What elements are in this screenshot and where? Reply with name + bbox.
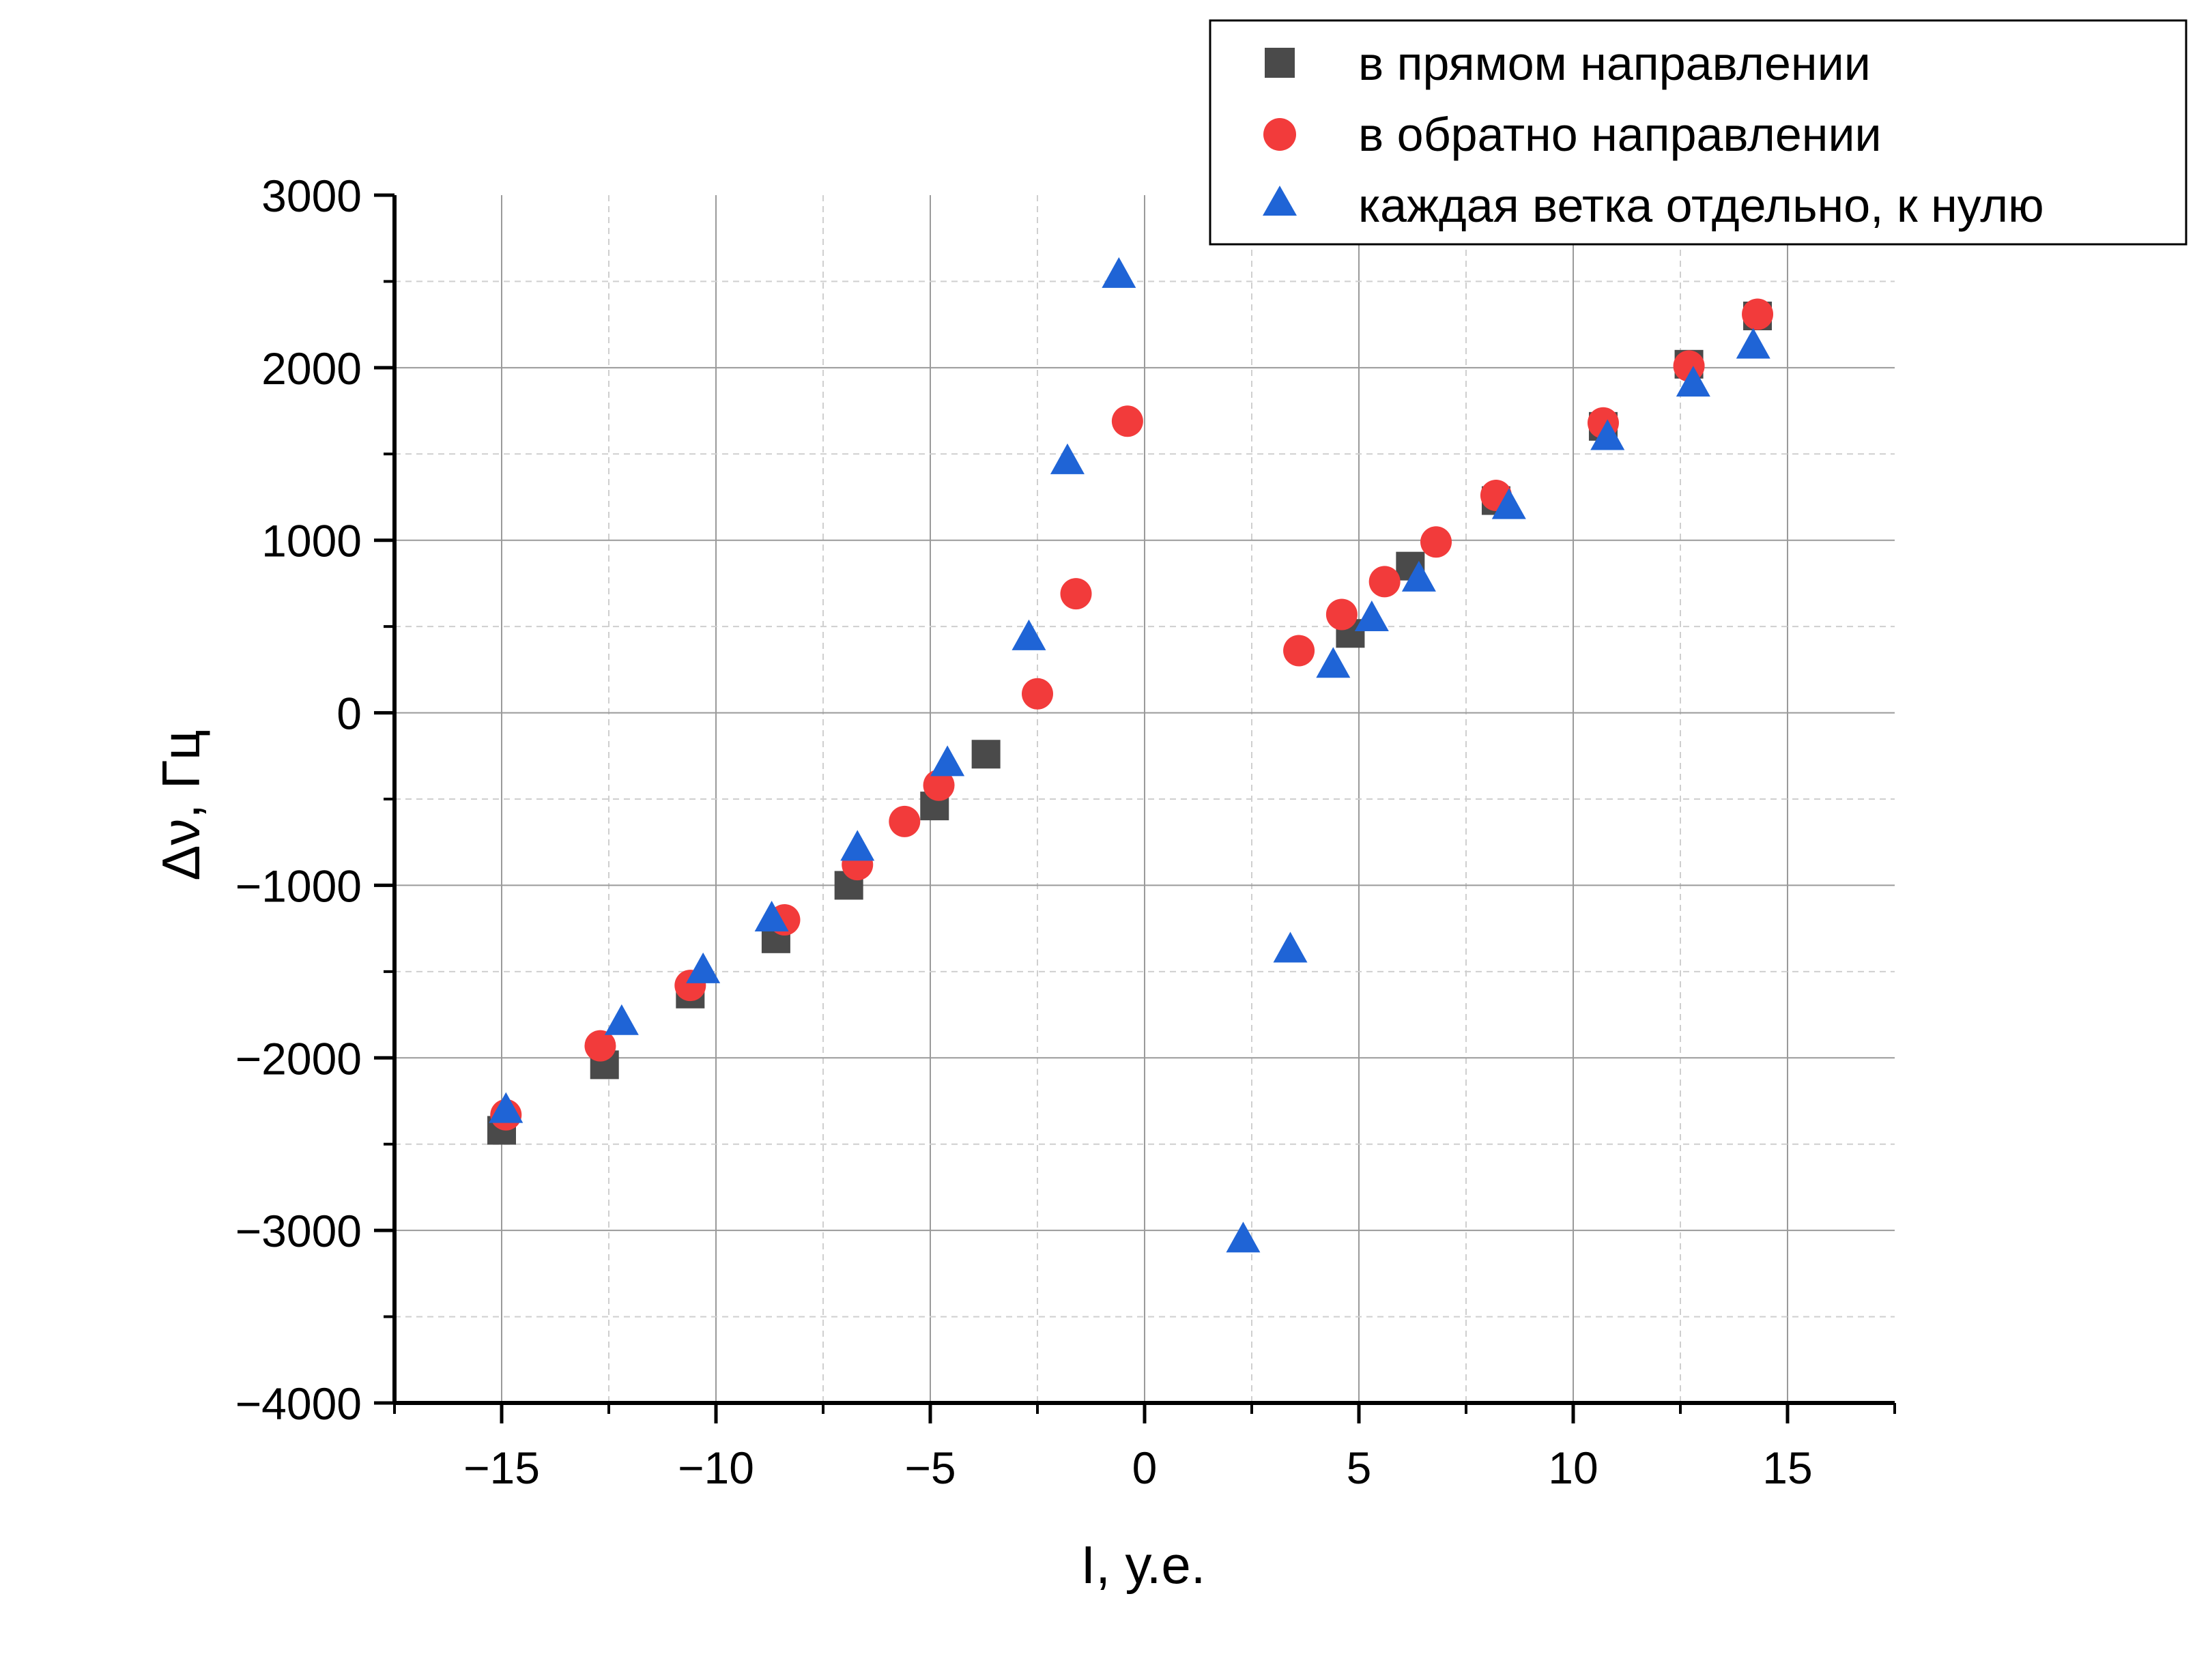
legend-box bbox=[1209, 19, 2187, 246]
y-tick-label: −1000 bbox=[235, 860, 362, 911]
y-tick-label: 1000 bbox=[261, 516, 362, 566]
point-circle bbox=[889, 805, 921, 837]
point-square bbox=[971, 740, 1001, 769]
point-circle bbox=[1060, 578, 1092, 610]
y-axis-title: Δν, Гц bbox=[151, 729, 211, 880]
point-triangle bbox=[1316, 647, 1351, 678]
point-triangle bbox=[1226, 1221, 1261, 1253]
legend-label-forward: в прямом направлении bbox=[1358, 37, 1871, 90]
x-tick-label: 5 bbox=[1347, 1443, 1372, 1493]
legend-label-backward: в обратно направлении bbox=[1358, 108, 1882, 161]
x-tick-label: −15 bbox=[463, 1443, 540, 1493]
point-circle bbox=[1283, 635, 1315, 667]
grid bbox=[394, 195, 1895, 1403]
legend-marker-triangle bbox=[1263, 186, 1297, 216]
point-triangle bbox=[1676, 366, 1710, 397]
point-triangle bbox=[1590, 419, 1625, 450]
point-triangle bbox=[754, 901, 789, 931]
y-tick-label: −4000 bbox=[235, 1378, 362, 1429]
legend-marker-circle bbox=[1263, 118, 1296, 151]
y-tick-label: −2000 bbox=[235, 1033, 362, 1084]
point-circle bbox=[584, 1030, 616, 1062]
point-triangle bbox=[1273, 931, 1308, 963]
point-triangle bbox=[1050, 443, 1085, 474]
x-tick-label: 0 bbox=[1132, 1443, 1158, 1493]
point-triangle bbox=[930, 745, 965, 777]
point-circle bbox=[1022, 678, 1053, 710]
x-tick-label: 15 bbox=[1762, 1443, 1812, 1493]
point-triangle bbox=[1401, 560, 1436, 592]
point-triangle bbox=[489, 1092, 523, 1123]
y-tick-label: −3000 bbox=[235, 1206, 362, 1256]
x-tick-labels: −15 −10 −5 0 5 10 15 bbox=[463, 1443, 1813, 1493]
point-triangle bbox=[1102, 257, 1136, 288]
y-tick-labels: −4000 −3000 −2000 −1000 0 1000 2000 3000 bbox=[235, 171, 362, 1429]
point-circle bbox=[1325, 598, 1358, 631]
y-tick-label: 2000 bbox=[261, 343, 362, 394]
legend-marker-square bbox=[1265, 48, 1295, 78]
legend: в прямом направлении в обратно направлен… bbox=[1209, 19, 2187, 246]
data-points bbox=[487, 257, 1774, 1253]
x-tick-label: −10 bbox=[678, 1443, 754, 1493]
point-circle bbox=[1111, 405, 1143, 437]
y-tick-label: 0 bbox=[336, 689, 362, 739]
point-triangle bbox=[1736, 328, 1770, 359]
x-axis-title: I, у.е. bbox=[1081, 1535, 1206, 1595]
point-triangle bbox=[686, 952, 721, 983]
point-circle bbox=[923, 769, 955, 801]
x-tick-label: −5 bbox=[904, 1443, 956, 1493]
point-triangle bbox=[1491, 488, 1526, 519]
x-tick-label: 10 bbox=[1548, 1443, 1598, 1493]
point-circle bbox=[1420, 526, 1452, 558]
legend-label-each-branch: каждая ветка отдельно, к нулю bbox=[1358, 179, 2044, 232]
point-triangle bbox=[604, 1004, 639, 1035]
point-circle bbox=[1368, 566, 1401, 598]
point-triangle bbox=[1354, 600, 1389, 632]
y-tick-label: 3000 bbox=[261, 171, 362, 221]
point-triangle bbox=[1012, 619, 1046, 650]
point-circle bbox=[1742, 298, 1774, 330]
axes bbox=[374, 193, 1896, 1423]
point-triangle bbox=[840, 830, 875, 861]
